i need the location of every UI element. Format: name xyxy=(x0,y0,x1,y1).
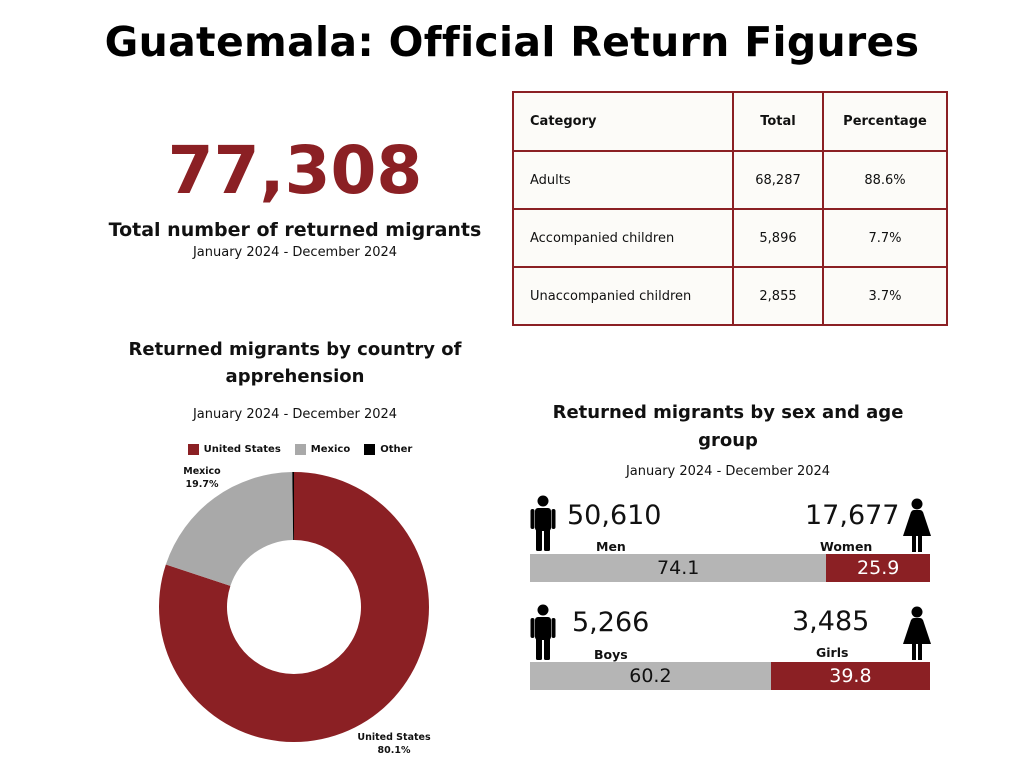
female-icon xyxy=(903,498,931,552)
women-count: 17,677 xyxy=(805,500,900,531)
page-title: Guatemala: Official Return Figures xyxy=(104,18,920,66)
sex-age-chart-period: January 2024 - December 2024 xyxy=(625,464,831,479)
bar-segment-boys: 60.2 xyxy=(530,662,771,690)
men-women-bar: 74.1 25.9 xyxy=(530,554,930,582)
donut-chart xyxy=(159,472,430,742)
slice-label-name: Mexico xyxy=(183,466,221,477)
category-table: Category Total Percentage Adults 68,287 … xyxy=(512,91,948,326)
donut-legend: United States Mexico Other xyxy=(160,444,440,455)
total-number: 77,308 xyxy=(167,132,423,209)
male-icon xyxy=(530,604,556,660)
slice-label-united-states: United States 80.1% xyxy=(352,731,436,757)
boys-count: 5,266 xyxy=(572,607,650,638)
boys-label: Boys xyxy=(594,647,628,662)
legend-label: Mexico xyxy=(310,444,351,455)
table-cell: 7.7% xyxy=(822,208,948,268)
slice-label-value: 19.7% xyxy=(185,479,219,490)
table-header: Category xyxy=(512,91,734,152)
donut-slice-mexico xyxy=(165,472,294,586)
total-period: January 2024 - December 2024 xyxy=(192,245,398,260)
male-icon xyxy=(530,495,556,551)
legend-item-other: Other xyxy=(364,444,412,455)
table-cell: 3.7% xyxy=(822,266,948,326)
bar-segment-men: 74.1 xyxy=(530,554,827,582)
legend-swatch xyxy=(187,444,199,455)
legend-item-united-states: United States xyxy=(187,444,281,455)
table-cell: 88.6% xyxy=(822,150,948,210)
table-header-row: Category Total Percentage xyxy=(512,91,948,152)
table-header: Total xyxy=(732,91,824,152)
table-cell: 68,287 xyxy=(732,150,824,210)
donut-chart-period: January 2024 - December 2024 xyxy=(192,407,398,422)
total-label: Total number of returned migrants xyxy=(108,219,482,241)
slice-label-mexico: Mexico 19.7% xyxy=(176,465,228,491)
donut-chart-title: Returned migrants by country of apprehen… xyxy=(128,339,462,387)
boys-girls-bar: 60.2 39.8 xyxy=(530,662,930,690)
girls-count: 3,485 xyxy=(792,606,870,637)
women-label: Women xyxy=(820,539,873,554)
legend-label: United States xyxy=(203,444,281,455)
bar-segment-women: 25.9 xyxy=(826,554,930,582)
table-row: Accompanied children 5,896 7.7% xyxy=(512,208,948,268)
men-count: 50,610 xyxy=(567,500,662,531)
table-cell: Adults xyxy=(512,150,734,210)
slice-label-value: 80.1% xyxy=(377,745,411,756)
legend-label: Other xyxy=(380,444,413,455)
legend-swatch xyxy=(294,444,306,455)
female-icon xyxy=(903,606,931,660)
table-cell: 5,896 xyxy=(732,208,824,268)
legend-swatch xyxy=(364,444,376,455)
slice-label-name: United States xyxy=(357,732,431,743)
bar-segment-girls: 39.8 xyxy=(770,662,930,690)
table-cell: Accompanied children xyxy=(512,208,734,268)
table-cell: Unaccompanied children xyxy=(512,266,734,326)
legend-item-mexico: Mexico xyxy=(294,444,351,455)
men-label: Men xyxy=(596,539,626,554)
donut-slice-united-states xyxy=(159,472,430,742)
sex-age-chart-title: Returned migrants by sex and age group xyxy=(552,402,904,451)
table-cell: 2,855 xyxy=(732,266,824,326)
donut-slice-other xyxy=(292,472,294,541)
table-header: Percentage xyxy=(822,91,948,152)
table-row: Unaccompanied children 2,855 3.7% xyxy=(512,266,948,326)
table-row: Adults 68,287 88.6% xyxy=(512,150,948,210)
girls-label: Girls xyxy=(816,645,849,660)
